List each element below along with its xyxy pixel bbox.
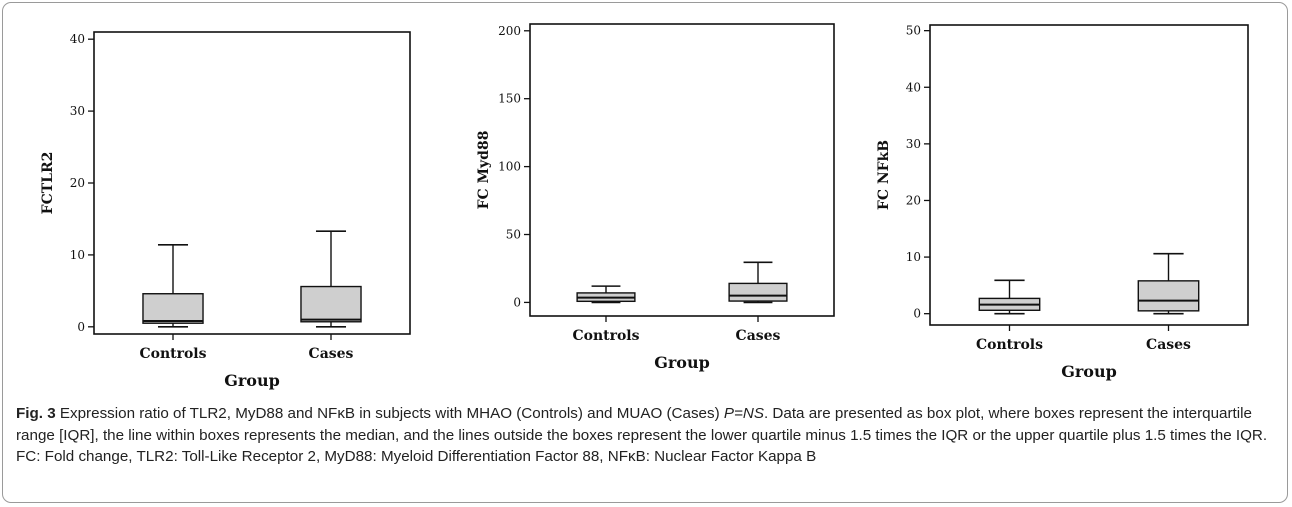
x-tick-label: Controls	[976, 337, 1043, 353]
chart-fctlr2: 0 10 20 30 40 FCTLR2 Controls Cases Group	[40, 31, 411, 390]
x-axis-label: Group	[1061, 362, 1117, 381]
y-axis-label: FC Myd88	[476, 131, 492, 210]
y-tick-label: 40	[70, 32, 85, 46]
figure-caption: Fig. 3 Expression ratio of TLR2, MyD88 a…	[16, 403, 1278, 468]
y-tick-label: 100	[498, 160, 521, 174]
x-tick-label: Cases	[1146, 337, 1191, 353]
y-tick-label: 50	[906, 24, 921, 38]
x-tick-label: Cases	[309, 346, 354, 362]
y-tick-label: 20	[70, 176, 85, 190]
plot-frame	[93, 31, 411, 335]
chart-fc-myd88: 0 50 100 150 200 FC Myd88 Controls Cases Group	[476, 23, 835, 372]
iqr-box	[1137, 280, 1200, 312]
y-tick-label: 40	[906, 80, 921, 94]
y-tick-label: 200	[498, 24, 521, 38]
y-tick-label: 10	[70, 248, 85, 262]
y-tick-label: 0	[513, 295, 521, 309]
y-axis-label: FC NFkB	[876, 140, 892, 210]
caption-text-1: Expression ratio of TLR2, MyD88 and NFκB…	[55, 405, 724, 422]
iqr-box	[142, 293, 204, 324]
caption-label: Fig. 3	[16, 405, 56, 422]
y-tick-label: 30	[906, 137, 921, 151]
iqr-box	[728, 282, 788, 302]
y-tick-label: 0	[913, 307, 921, 321]
x-axis-label: Group	[224, 371, 280, 390]
y-tick-label: 50	[506, 228, 521, 242]
y-tick-label: 10	[906, 250, 921, 264]
x-tick-label: Controls	[572, 328, 639, 344]
chart-fc-nfkb: 0 10 20 30 40 50 FC NFkB Controls Cases Group	[876, 24, 1249, 381]
x-tick-label: Controls	[139, 346, 206, 362]
y-tick-label: 0	[77, 320, 85, 334]
caption-text-2: . Data are presented as box plot, where …	[16, 405, 1268, 465]
x-tick-label: Cases	[736, 328, 781, 344]
y-tick-label: 150	[498, 92, 521, 106]
plot-frame	[929, 24, 1249, 326]
iqr-box	[300, 285, 362, 323]
x-axis-label: Group	[654, 353, 710, 372]
y-tick-label: 30	[70, 104, 85, 118]
y-tick-label: 20	[906, 193, 921, 207]
caption-p-value: P=NS	[723, 405, 764, 422]
plot-frame	[529, 23, 835, 317]
y-axis-label: FCTLR2	[40, 152, 56, 215]
